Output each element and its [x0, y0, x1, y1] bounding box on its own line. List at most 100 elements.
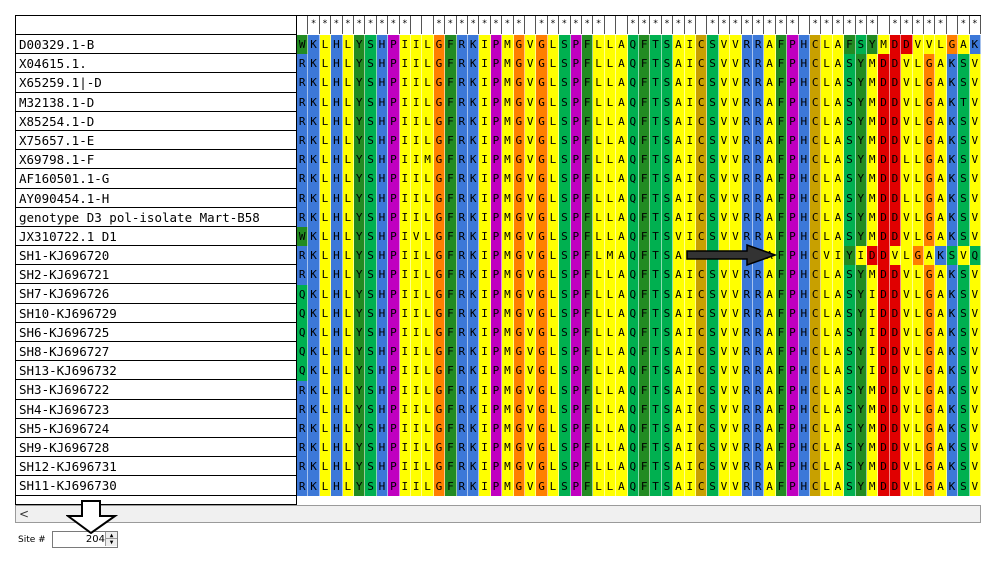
residue-cell[interactable]: F [445, 476, 457, 496]
residue-cell[interactable]: F [582, 361, 594, 381]
residue-cell[interactable]: V [901, 419, 913, 439]
residue-cell[interactable]: P [490, 380, 503, 400]
residue-cell[interactable]: S [661, 457, 674, 477]
residue-cell[interactable]: G [433, 380, 446, 400]
residue-cell[interactable]: L [319, 438, 332, 458]
residue-cell[interactable]: V [901, 323, 913, 343]
residue-cell[interactable]: L [342, 150, 354, 170]
residue-cell[interactable]: L [547, 246, 560, 266]
residue-cell[interactable]: Y [855, 399, 867, 419]
residue-cell[interactable]: H [376, 227, 389, 247]
residue-cell[interactable]: P [787, 150, 799, 170]
residue-cell[interactable]: I [399, 399, 411, 419]
residue-cell[interactable]: I [399, 150, 411, 170]
residue-cell[interactable]: D [889, 399, 902, 419]
residue-cell[interactable]: S [559, 323, 571, 343]
residue-cell[interactable]: I [832, 246, 845, 266]
residue-cell[interactable]: S [661, 227, 674, 247]
residue-cell[interactable]: V [969, 476, 981, 496]
residue-cell[interactable]: Q [627, 284, 639, 304]
residue-cell[interactable]: P [388, 419, 400, 439]
residue-cell[interactable]: R [741, 227, 753, 247]
residue-cell[interactable]: L [604, 303, 617, 323]
residue-cell[interactable]: L [912, 457, 924, 477]
residue-cell[interactable]: P [388, 54, 400, 74]
residue-cell[interactable]: K [308, 438, 320, 458]
residue-cell[interactable]: A [935, 284, 947, 304]
residue-cell[interactable]: Y [354, 188, 366, 208]
residue-cell[interactable]: A [616, 303, 628, 323]
residue-cell[interactable]: H [798, 35, 810, 55]
residue-cell[interactable]: S [661, 207, 674, 227]
residue-cell[interactable]: G [513, 54, 525, 74]
residue-cell[interactable]: I [399, 457, 411, 477]
residue-cell[interactable]: V [525, 361, 537, 381]
residue-cell[interactable]: S [661, 169, 674, 189]
residue-cell[interactable]: A [673, 265, 685, 285]
residue-cell[interactable]: I [399, 54, 411, 74]
residue-cell[interactable]: L [319, 303, 332, 323]
residue-cell[interactable]: L [912, 476, 924, 496]
residue-cell[interactable]: S [661, 342, 674, 362]
residue-cell[interactable]: R [753, 284, 765, 304]
residue-cell[interactable]: A [832, 399, 845, 419]
residue-cell[interactable]: Y [354, 438, 366, 458]
residue-cell[interactable]: R [741, 419, 753, 439]
residue-cell[interactable]: H [798, 207, 810, 227]
residue-cell[interactable]: I [399, 246, 411, 266]
residue-cell[interactable]: P [570, 457, 582, 477]
residue-cell[interactable]: A [764, 399, 776, 419]
residue-cell[interactable]: T [650, 246, 662, 266]
residue-cell[interactable]: F [582, 131, 594, 151]
sequence-name[interactable]: SH7-KJ696726 [16, 284, 296, 304]
residue-cell[interactable]: C [810, 323, 822, 343]
residue-cell[interactable]: A [764, 438, 776, 458]
residue-cell[interactable]: Y [354, 380, 366, 400]
residue-cell[interactable]: P [388, 35, 400, 55]
residue-cell[interactable]: L [319, 150, 332, 170]
residue-cell[interactable]: Y [354, 54, 366, 74]
residue-cell[interactable]: A [764, 188, 776, 208]
residue-cell[interactable]: G [513, 227, 525, 247]
residue-cell[interactable]: F [639, 342, 651, 362]
residue-cell[interactable]: M [422, 150, 434, 170]
residue-cell[interactable]: P [570, 169, 582, 189]
residue-cell[interactable]: A [616, 419, 628, 439]
residue-cell[interactable]: V [901, 207, 913, 227]
residue-cell[interactable]: K [308, 73, 320, 93]
residue-cell[interactable]: P [490, 54, 503, 74]
residue-cell[interactable]: H [376, 380, 389, 400]
residue-cell[interactable]: S [855, 35, 867, 55]
residue-cell[interactable]: G [513, 73, 525, 93]
residue-cell[interactable]: A [616, 73, 628, 93]
residue-cell[interactable]: I [479, 35, 491, 55]
residue-cell[interactable]: P [570, 150, 582, 170]
residue-cell[interactable]: K [308, 54, 320, 74]
residue-cell[interactable]: L [319, 419, 332, 439]
residue-cell[interactable]: S [958, 131, 970, 151]
residue-cell[interactable]: G [536, 476, 548, 496]
residue-cell[interactable]: A [616, 227, 628, 247]
residue-cell[interactable]: L [547, 150, 560, 170]
residue-cell[interactable]: L [604, 419, 617, 439]
residue-cell[interactable]: M [502, 150, 514, 170]
residue-cell[interactable]: H [798, 150, 810, 170]
residue-cell[interactable]: A [935, 188, 947, 208]
residue-cell[interactable]: I [684, 35, 696, 55]
residue-cell[interactable]: A [832, 150, 845, 170]
residue-cell[interactable]: F [775, 111, 788, 131]
residue-cell[interactable]: V [901, 227, 913, 247]
residue-cell[interactable]: P [388, 284, 400, 304]
residue-cell[interactable]: P [388, 111, 400, 131]
residue-cell[interactable]: S [365, 342, 377, 362]
residue-cell[interactable]: S [365, 246, 377, 266]
residue-cell[interactable]: F [582, 457, 594, 477]
residue-cell[interactable]: V [730, 342, 742, 362]
residue-cell[interactable]: R [456, 361, 468, 381]
residue-cell[interactable]: L [342, 265, 354, 285]
residue-cell[interactable]: H [376, 92, 389, 112]
residue-cell[interactable]: Y [855, 73, 867, 93]
residue-cell[interactable]: P [388, 265, 400, 285]
residue-cell[interactable]: S [365, 323, 377, 343]
sequence-name[interactable]: JX310722.1 D1 [16, 227, 296, 247]
